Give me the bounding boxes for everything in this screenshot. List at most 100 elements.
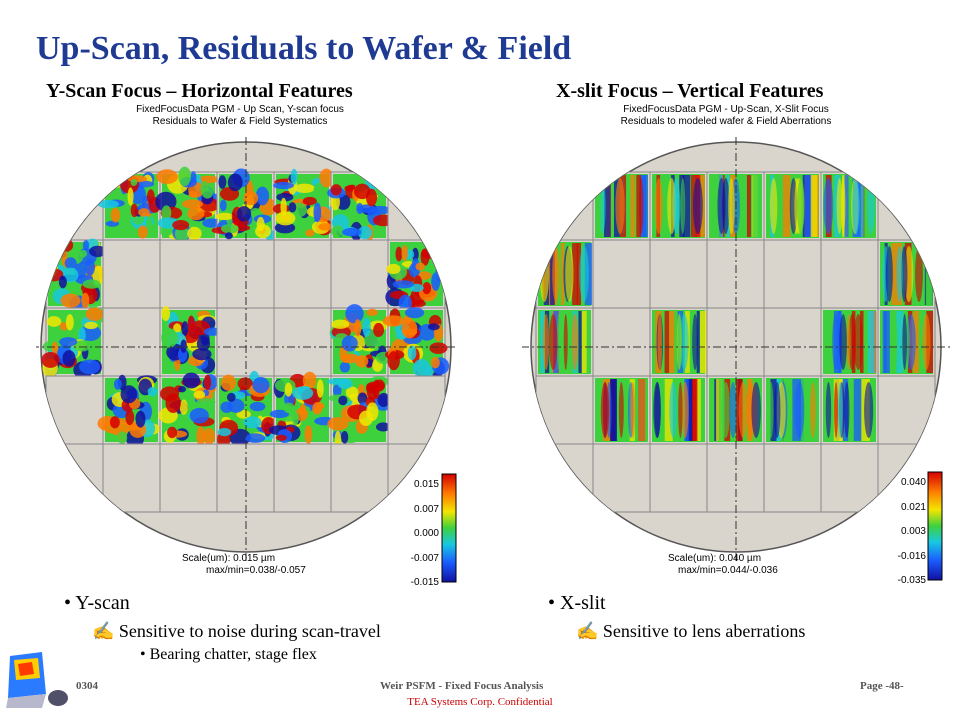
residual-field-map — [327, 172, 395, 243]
bullet-icon: • — [140, 646, 146, 663]
wafer-field — [387, 375, 446, 445]
residual-field-map — [766, 174, 819, 238]
residual-field-map — [268, 371, 336, 444]
wafer-field — [102, 443, 161, 513]
pen-icon: ✍ — [576, 621, 599, 641]
wafer-field — [763, 443, 822, 513]
bullet-icon: • — [64, 592, 72, 614]
colorbar-tick: 0.007 — [413, 503, 439, 515]
residual-field-map — [97, 374, 161, 449]
colorbar-tick: 0.003 — [900, 526, 926, 537]
wafer-field — [763, 307, 822, 377]
left-scale-line: Scale(um): 0.015 µm — [182, 553, 276, 564]
wafer-field — [159, 443, 218, 513]
wafer-field — [535, 443, 594, 513]
wafer-field — [273, 443, 332, 513]
wafer-field — [45, 375, 104, 445]
residual-field-map — [595, 174, 648, 238]
sub-sub-bullet-item: • Bearing chatter, stage flex — [140, 646, 381, 664]
residual-field-map — [155, 166, 223, 243]
left-plot-caption: FixedFocusData PGM - Up Scan, Y-scan foc… — [110, 104, 370, 128]
wafer-logo-icon — [6, 652, 68, 708]
wafer-field — [820, 239, 879, 309]
left-wafer-map — [36, 137, 456, 562]
footer-page-number: Page -48- — [860, 680, 904, 692]
footer-title: Weir PSFM - Fixed Focus Analysis — [380, 680, 544, 692]
right-caption-line-2: Residuals to modeled wafer & Field Aberr… — [620, 116, 832, 127]
wafer-field — [763, 239, 822, 309]
residual-field-map — [385, 242, 445, 312]
left-maxmin-line: max/min=0.038/-0.057 — [206, 565, 306, 576]
sub-bullet-item: ✍ Sensitive to lens aberrations — [576, 621, 805, 642]
bullet-text: X-slit — [560, 592, 606, 614]
wafer-field — [649, 239, 708, 309]
colorbar-tick: -0.007 — [410, 552, 439, 564]
wafer-field — [535, 171, 594, 241]
wafer-field — [649, 443, 708, 513]
wafer-field — [820, 443, 879, 513]
left-colorbar-ticks: 0.015 0.007 0.000 -0.007 -0.015 — [405, 473, 439, 596]
wafer-field — [387, 171, 446, 241]
footer-date: 0304 — [76, 680, 98, 692]
residual-field-map — [211, 168, 278, 241]
wafer-field — [330, 239, 389, 309]
wafer-field — [592, 307, 651, 377]
wafer-field — [273, 307, 332, 377]
residual-field-map — [823, 174, 876, 238]
residual-field-map — [217, 370, 277, 448]
left-caption-line-1: FixedFocusData PGM - Up Scan, Y-scan foc… — [136, 104, 344, 115]
right-colorbar — [927, 471, 943, 581]
residual-field-map — [382, 307, 450, 378]
right-colorbar-ticks: 0.040 0.021 0.003 -0.016 -0.035 — [892, 471, 926, 594]
right-bullets: • X-slit ✍ Sensitive to lens aberrations — [548, 592, 805, 642]
colorbar-tick: -0.016 — [897, 550, 926, 562]
wafer-field — [159, 239, 218, 309]
left-heading: Y-Scan Focus – Horizontal Features — [46, 80, 353, 102]
sub-sub-bullet-text: Bearing chatter, stage flex — [149, 646, 317, 663]
left-colorbar — [441, 473, 457, 583]
residual-field-map — [161, 306, 222, 374]
residual-field-map — [538, 310, 591, 374]
residual-field-map — [272, 168, 337, 239]
residual-field-map — [823, 310, 877, 374]
sub-bullet-text: Sensitive to noise during scan-travel — [118, 621, 381, 641]
bullet-item: • X-slit — [548, 592, 805, 615]
residual-field-map — [326, 376, 394, 448]
wafer-field — [592, 443, 651, 513]
colorbar-tick: 0.000 — [413, 528, 439, 539]
slide-title: Up-Scan, Residuals to Wafer & Field — [36, 30, 572, 67]
left-caption-line-2: Residuals to Wafer & Field Systematics — [152, 116, 328, 127]
colorbar-tick: 0.021 — [900, 501, 926, 513]
residual-field-map — [652, 310, 708, 374]
residual-field-map — [538, 242, 593, 306]
wafer-field — [535, 375, 594, 445]
colorbar-tick: -0.035 — [897, 575, 926, 586]
sub-bullet-text: Sensitive to lens aberrations — [602, 621, 806, 641]
residual-field-map — [158, 372, 218, 447]
residual-field-map — [652, 378, 705, 442]
residual-field-map — [880, 242, 933, 306]
right-wafer-map — [522, 137, 951, 562]
bullet-icon: • — [548, 592, 556, 614]
right-heading: X-slit Focus – Vertical Features — [556, 80, 824, 102]
wafer-field — [877, 171, 936, 241]
residual-field-map — [823, 378, 876, 442]
residual-field-map — [329, 304, 392, 374]
wafer-field — [102, 307, 161, 377]
residual-field-map — [880, 310, 934, 374]
sub-bullet-item: ✍ Sensitive to noise during scan-travel — [92, 621, 381, 642]
right-plot-caption: FixedFocusData PGM - Up-Scan, X-Slit Foc… — [596, 104, 856, 128]
wafer-field — [273, 239, 332, 309]
wafer-field — [592, 239, 651, 309]
wafer-field — [102, 239, 161, 309]
bullet-item: • Y-scan — [64, 592, 381, 615]
colorbar-tick: 0.015 — [413, 479, 439, 490]
left-bullets: • Y-scan ✍ Sensitive to noise during sca… — [64, 592, 381, 664]
left-scale-readout: Scale(um): 0.015 µm max/min=0.038/-0.057 — [182, 553, 362, 577]
colorbar-tick: -0.015 — [410, 577, 439, 588]
residual-field-map — [41, 307, 107, 379]
residual-field-map — [97, 171, 161, 239]
residual-field-map — [766, 378, 819, 442]
residual-field-map — [652, 174, 705, 238]
residual-field-map — [595, 378, 648, 442]
